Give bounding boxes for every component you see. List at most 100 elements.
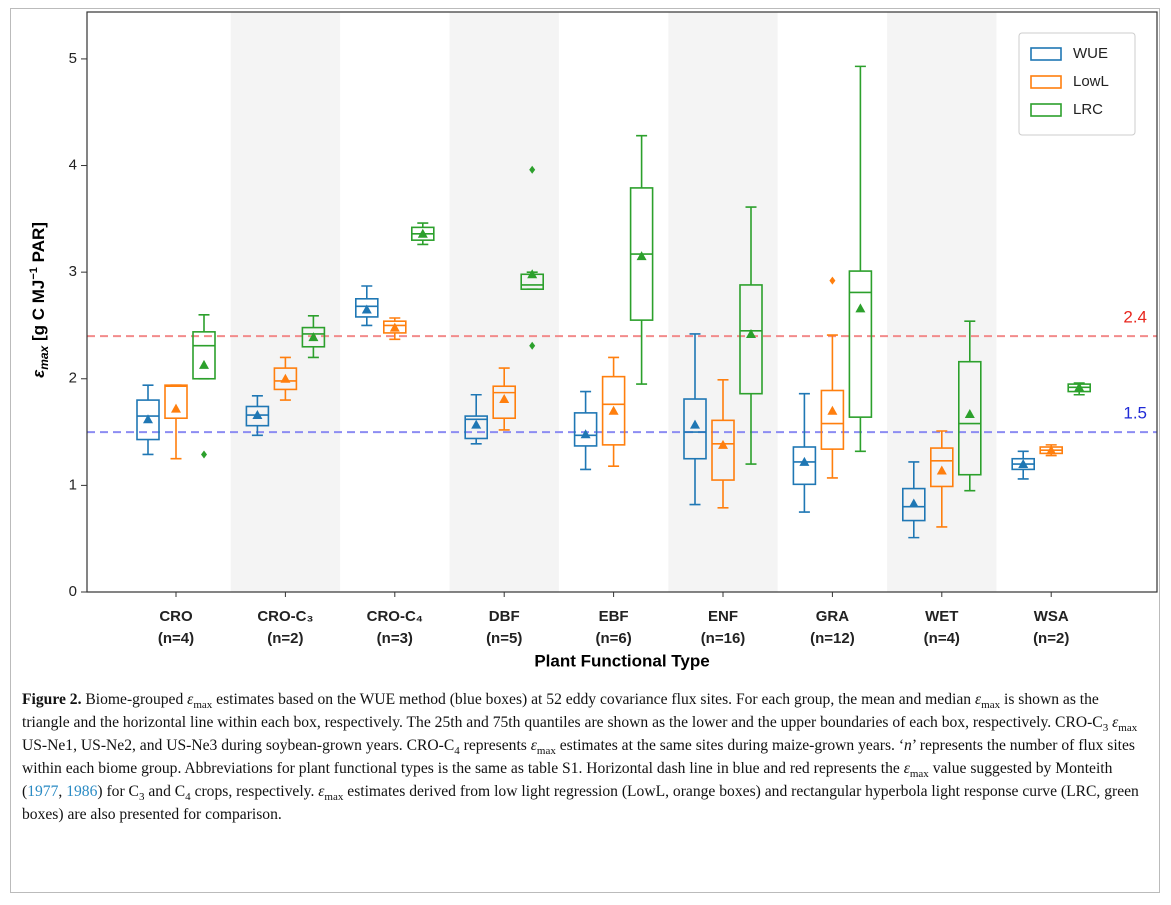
caption-text: estimates based on the WUE method (blue … xyxy=(212,691,975,708)
reference-label: 1.5 xyxy=(1123,404,1147,423)
mean-marker xyxy=(171,403,181,413)
whisker-low xyxy=(854,417,866,453)
outlier xyxy=(529,165,536,174)
box xyxy=(929,447,954,488)
whisker-low xyxy=(826,449,838,479)
caption-text: ε xyxy=(187,691,194,708)
caption: Figure 2. Biome-grouped εmax estimates b… xyxy=(22,688,1150,826)
whisker-low xyxy=(170,418,182,460)
whisker-low xyxy=(279,389,291,401)
caption-text: value suggested by Monteith ( xyxy=(22,760,1113,800)
whisker-high xyxy=(361,285,373,299)
box xyxy=(464,415,489,440)
caption-text: ) for C xyxy=(97,783,139,800)
whisker-high xyxy=(745,206,757,285)
caption-text: Biome-grouped xyxy=(81,691,188,708)
mean-marker xyxy=(280,373,291,383)
whisker-low xyxy=(908,520,920,539)
x-tick-label: CRO-C₃ xyxy=(257,608,313,625)
whisker-low xyxy=(498,418,510,431)
mean-marker xyxy=(417,228,428,238)
whisker-high xyxy=(854,65,866,272)
whisker-low xyxy=(798,484,810,513)
mean-marker xyxy=(827,405,838,415)
x-tick-label: WET xyxy=(925,608,958,625)
caption-label: Figure 2. xyxy=(22,691,82,708)
whisker-high xyxy=(608,356,620,377)
x-tick-count: (n=6) xyxy=(595,630,631,647)
caption-text: max xyxy=(981,699,1001,712)
y-tick-label: 0 xyxy=(69,583,77,600)
x-tick-count: (n=5) xyxy=(486,630,522,647)
box xyxy=(848,270,873,418)
whisker-low xyxy=(251,425,263,437)
x-tick-label: ENF xyxy=(708,608,738,625)
y-tick-label: 3 xyxy=(69,263,77,280)
outlier xyxy=(529,341,536,350)
x-tick-count: (n=4) xyxy=(158,630,194,647)
box xyxy=(136,399,160,441)
whisker-low xyxy=(936,486,948,528)
y-axis-label: εmax [g C MJ−1 PAR] xyxy=(28,222,51,378)
whisker-high xyxy=(580,390,592,413)
box xyxy=(739,284,763,395)
y-label-part: PAR] xyxy=(29,222,48,267)
whisker-high xyxy=(307,315,319,328)
mean-marker xyxy=(361,304,372,314)
mean-marker xyxy=(718,439,728,449)
whisker-high xyxy=(636,134,648,188)
mean-marker xyxy=(499,394,510,404)
legend-swatch xyxy=(1030,103,1062,117)
citation-link[interactable]: 1986 xyxy=(66,783,98,800)
whisker-low xyxy=(717,480,729,509)
x-tick-count: (n=4) xyxy=(924,630,960,647)
box xyxy=(901,487,926,522)
caption-text: estimates at the same sites during maize… xyxy=(555,737,905,754)
box xyxy=(192,331,216,380)
caption-text: , xyxy=(58,783,67,800)
whisker-low xyxy=(389,332,401,341)
mean-marker xyxy=(471,419,482,429)
mean-marker xyxy=(389,322,400,332)
mean-marker xyxy=(199,359,209,369)
citation-link[interactable]: 1977 xyxy=(27,783,59,800)
whisker-low xyxy=(142,439,154,456)
mean-marker xyxy=(799,456,810,466)
whisker-low xyxy=(1017,469,1029,480)
whisker-high xyxy=(142,384,154,401)
mean-marker xyxy=(936,465,947,475)
whisker-low xyxy=(636,320,648,385)
y-label-part: −1 xyxy=(28,267,40,280)
caption-text: crops, respectively. xyxy=(190,783,319,800)
caption-text: US-Ne1, US-Ne2, and US-Ne3 during soybea… xyxy=(22,737,455,754)
band-shade xyxy=(449,12,559,592)
plot-frame xyxy=(86,11,1158,593)
caption-text: ’ represents the number of flux sites wi… xyxy=(22,737,1135,777)
caption-text: represents xyxy=(459,737,531,754)
box xyxy=(573,412,598,447)
whisker-low xyxy=(307,346,319,359)
y-tick-label: 5 xyxy=(69,50,77,67)
figure-frame xyxy=(10,8,1160,893)
caption-text: max xyxy=(909,768,929,781)
caption-text: 4 xyxy=(185,791,191,804)
caption-text: max xyxy=(1118,722,1138,735)
y-tick-label: 4 xyxy=(69,156,77,173)
x-tick-count: (n=2) xyxy=(1033,630,1069,647)
caption-text: max xyxy=(536,745,556,758)
mean-marker xyxy=(252,410,263,420)
caption-text: ε xyxy=(318,783,325,800)
mean-marker xyxy=(690,419,700,429)
whisker-low xyxy=(470,438,482,445)
caption-text: is shown as the triangle and the horizon… xyxy=(22,691,1103,731)
caption-text: max xyxy=(324,791,344,804)
chart: εmax [g C MJ−1 PAR] Plant Functional Typ… xyxy=(28,11,1158,670)
outlier xyxy=(201,450,207,459)
caption-text: estimates derived from low light regress… xyxy=(22,783,1139,823)
whisker-high xyxy=(798,392,810,447)
x-tick-label: WSA xyxy=(1034,608,1069,625)
box xyxy=(711,419,735,481)
legend-label: LowL xyxy=(1073,73,1109,90)
reference-label: 2.4 xyxy=(1123,308,1147,327)
